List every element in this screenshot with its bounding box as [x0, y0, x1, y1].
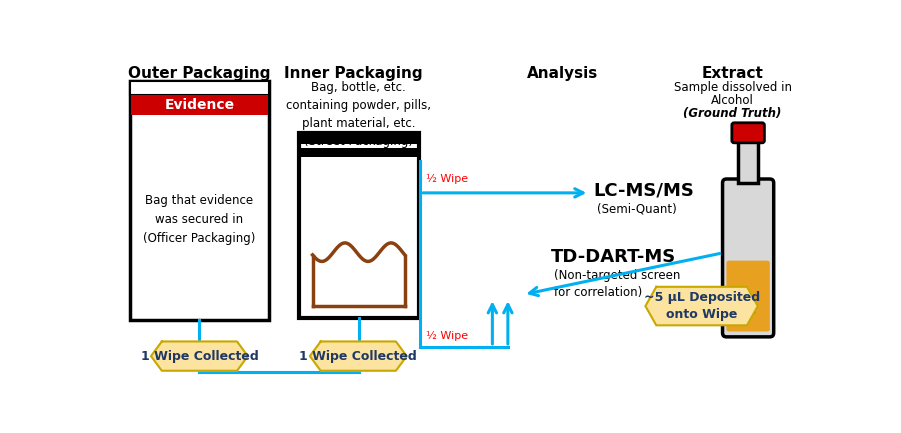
Bar — [738, 141, 759, 183]
Text: Bag that evidence
was secured in
(Officer Packaging): Bag that evidence was secured in (Office… — [143, 194, 256, 245]
Text: Sample dissolved in: Sample dissolved in — [674, 81, 792, 94]
FancyBboxPatch shape — [726, 261, 769, 332]
Text: (Semi-Quant): (Semi-Quant) — [597, 203, 677, 216]
Text: (Ground Truth): (Ground Truth) — [684, 107, 782, 120]
Text: Inner Packaging: Inner Packaging — [284, 66, 423, 81]
Polygon shape — [313, 243, 405, 306]
Bar — [130, 81, 269, 95]
Text: LC-MS/MS: LC-MS/MS — [593, 181, 694, 199]
Polygon shape — [645, 287, 758, 325]
Text: (Non-targeted screen
for correlation): (Non-targeted screen for correlation) — [554, 269, 681, 299]
Polygon shape — [310, 342, 406, 371]
Text: ½ Wipe: ½ Wipe — [426, 331, 469, 341]
Bar — [132, 95, 268, 115]
Text: Alcohol: Alcohol — [711, 94, 754, 107]
Text: ~5 μL Deposited
onto Wipe: ~5 μL Deposited onto Wipe — [643, 291, 760, 321]
Text: Evidence: Evidence — [164, 98, 234, 112]
Text: TD-DART-MS: TD-DART-MS — [551, 248, 676, 266]
Bar — [298, 133, 419, 144]
Text: 1 Wipe Collected: 1 Wipe Collected — [141, 349, 259, 362]
Bar — [298, 148, 419, 158]
Text: Extract: Extract — [702, 66, 763, 81]
Bar — [130, 81, 269, 320]
Bar — [298, 133, 419, 318]
Text: Analysis: Analysis — [526, 66, 597, 81]
Polygon shape — [151, 342, 248, 371]
Text: Bag, bottle, etc.
containing powder, pills,
plant material, etc.
(Street Packagi: Bag, bottle, etc. containing powder, pil… — [287, 81, 432, 148]
Text: Outer Packaging: Outer Packaging — [128, 66, 270, 81]
Text: ½ Wipe: ½ Wipe — [426, 174, 469, 184]
Text: 1 Wipe Collected: 1 Wipe Collected — [299, 349, 417, 362]
FancyBboxPatch shape — [732, 123, 764, 143]
FancyBboxPatch shape — [723, 179, 774, 337]
